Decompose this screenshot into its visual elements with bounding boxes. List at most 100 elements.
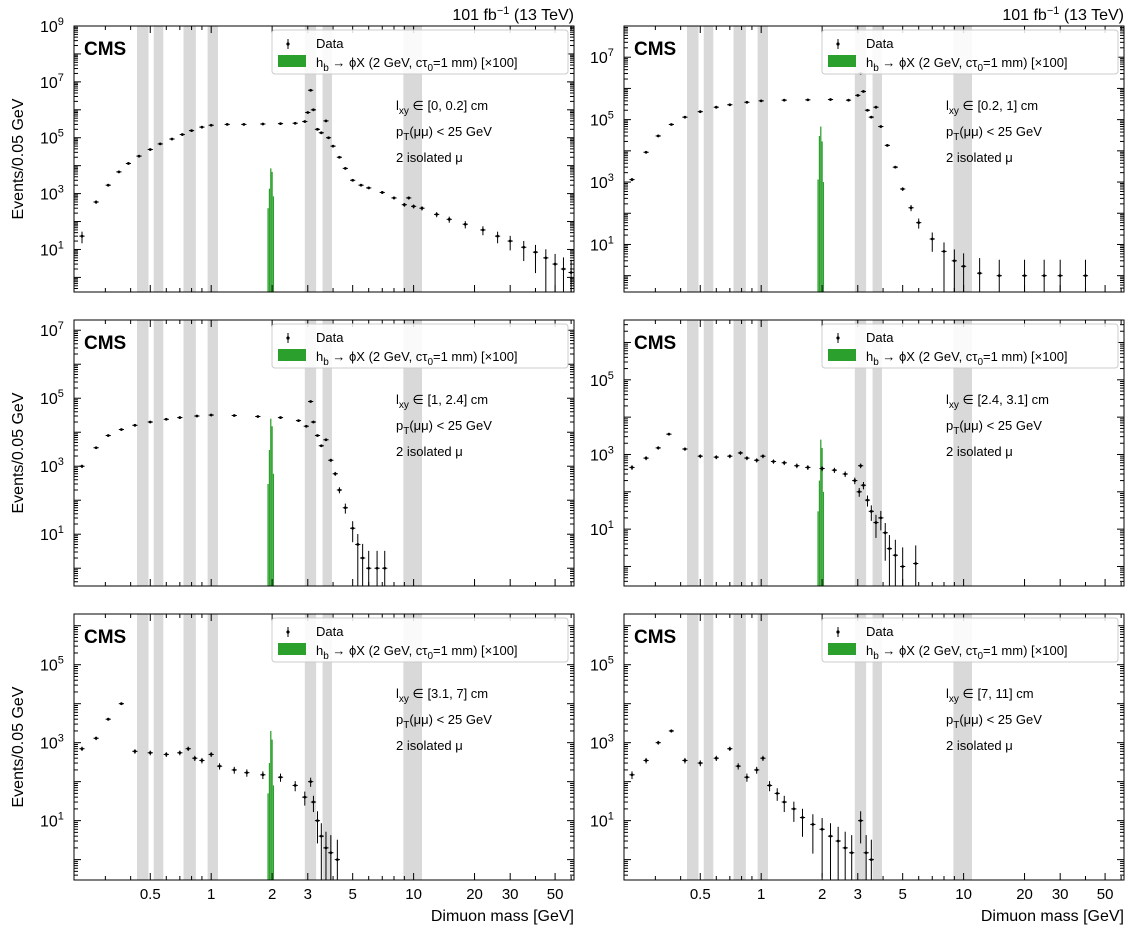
veto-band: [322, 320, 332, 586]
signal-bar: [267, 208, 269, 292]
panel-1: 101 103 105 107 109 Events/0.05 GeV 101 fb−1 (…: [10, 5, 575, 293]
signal-bar: [267, 793, 269, 880]
data-point: [666, 432, 672, 436]
legend-data-label: Data: [316, 330, 344, 345]
legend-signal-label: hb → ϕX (2 GeV, cτ0=1 mm) [×100]: [316, 349, 518, 368]
legend-signal-swatch: [278, 55, 306, 67]
data-point: [495, 231, 501, 244]
data-point: [727, 746, 733, 752]
data-point: [342, 503, 348, 514]
legend-signal-swatch: [278, 643, 306, 655]
data-point: [302, 791, 308, 806]
veto-band: [687, 320, 699, 586]
isolation-label: 2 isolated μ: [396, 738, 463, 753]
data-point: [366, 550, 372, 586]
data-point: [244, 769, 250, 777]
data-point: [629, 771, 635, 780]
data-point: [419, 206, 425, 211]
cms-label: CMS: [634, 39, 676, 60]
panel-3: 101 103 105 107 Events/0.05 GeV CMS Data hb → ϕ…: [10, 319, 575, 587]
veto-band: [403, 320, 422, 586]
data-point: [929, 232, 935, 252]
y-tick-label: 103: [40, 733, 64, 753]
data-point: [255, 415, 261, 418]
data-point: [744, 456, 750, 461]
plot-area: [79, 26, 574, 292]
data-point: [350, 178, 356, 182]
veto-band: [703, 26, 714, 292]
veto-band: [953, 320, 972, 586]
data-point: [655, 446, 661, 450]
y-tick-label: 101: [40, 239, 64, 259]
pt-cut-label: pT(μμ) < 25 GeV: [946, 712, 1042, 731]
data-point: [314, 811, 321, 844]
data-point: [868, 505, 874, 521]
y-axis-label: Events/0.05 GeV: [10, 686, 27, 807]
data-point: [169, 137, 175, 141]
signal-bar: [268, 763, 271, 880]
y-tick-label: 107: [590, 47, 614, 67]
data-point: [411, 204, 417, 209]
veto-band: [854, 614, 867, 880]
data-point: [916, 218, 922, 229]
data-point: [208, 752, 214, 758]
x-tick-label: 2: [268, 886, 276, 903]
data-point: [406, 196, 412, 200]
data-point: [873, 105, 879, 109]
data-point: [791, 801, 797, 822]
data-point: [643, 150, 649, 154]
data-point: [118, 702, 124, 706]
data-point: [827, 98, 834, 101]
data-point: [382, 550, 388, 586]
veto-band: [953, 26, 972, 292]
data-point: [629, 178, 635, 182]
data-point: [868, 839, 874, 880]
lxy-label: lxy ∈ [0.2, 1] cm: [946, 98, 1038, 117]
data-point: [878, 125, 884, 128]
y-tick-label: 103: [590, 172, 614, 192]
x-tick-label: 30: [1052, 886, 1069, 903]
data-point: [360, 543, 366, 586]
panel-2: 101 103 105 107 101 fb−1 (13 TeV) CMS Data hb →…: [590, 5, 1125, 293]
data-point: [766, 781, 773, 792]
signal-bar: [268, 450, 271, 586]
pt-cut-label: pT(μμ) < 25 GeV: [396, 418, 492, 437]
veto-band: [733, 26, 746, 292]
pt-cut-label: pT(μμ) < 25 GeV: [946, 418, 1042, 437]
y-tick-label: 105: [590, 110, 614, 130]
lxy-label: lxy ∈ [1, 2.4] cm: [396, 392, 488, 411]
data-point: [892, 165, 898, 169]
pt-cut-label: pT(μμ) < 25 GeV: [946, 124, 1042, 143]
signal-bar: [272, 785, 275, 880]
x-tick-label: 20: [466, 886, 483, 903]
data-point: [951, 249, 957, 292]
data-point: [855, 93, 861, 97]
data-point: [842, 831, 848, 880]
y-tick-label: 107: [40, 320, 64, 340]
data-point: [655, 134, 661, 138]
data-point: [727, 454, 733, 459]
veto-band: [733, 614, 746, 880]
data-point: [260, 122, 266, 126]
x-tick-label: 0.5: [690, 886, 711, 903]
data-point: [308, 777, 314, 787]
legend: Data hb → ϕX (2 GeV, cτ0=1 mm) [×100]: [271, 323, 569, 369]
data-point: [941, 242, 947, 291]
data-point: [849, 835, 855, 880]
data-point: [794, 463, 800, 469]
legend-signal-swatch: [828, 643, 856, 655]
veto-band: [757, 320, 768, 586]
signal-bar: [271, 426, 273, 586]
x-tick-label: 2: [818, 886, 826, 903]
plot-frame: [623, 319, 1125, 587]
data-point: [863, 835, 869, 880]
legend-data-label: Data: [866, 36, 894, 51]
veto-band: [304, 26, 317, 292]
data-point: [770, 459, 777, 464]
x-tick-label: 5: [349, 886, 357, 903]
veto-band: [137, 614, 149, 880]
data-point: [342, 166, 348, 170]
data-point: [819, 466, 825, 472]
plot-frame: [623, 613, 1125, 881]
